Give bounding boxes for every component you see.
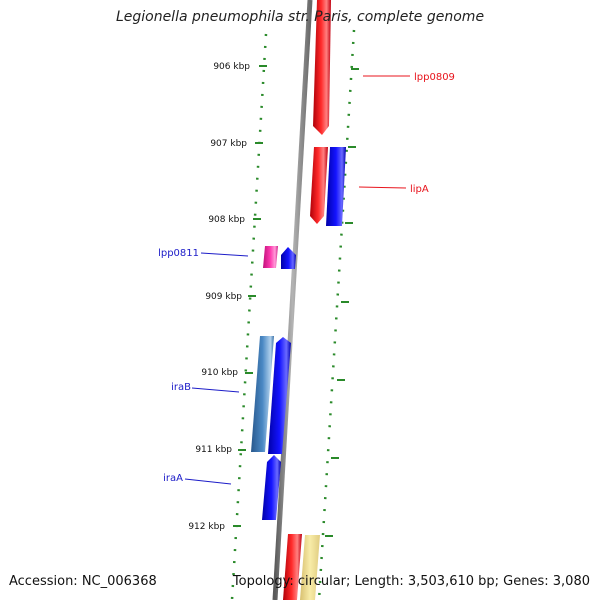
- gene-lpp0811[interactable]: [263, 246, 278, 268]
- tick-label: 908 kbp: [208, 215, 245, 225]
- leader-line-lpp0811: [200, 252, 249, 257]
- tick-label: 907 kbp: [210, 139, 247, 149]
- gene-yellow-bottom[interactable]: [300, 535, 320, 600]
- leader-line-lipA: [358, 186, 407, 189]
- leader-line-iraB: [191, 387, 240, 393]
- gene-lpp0809[interactable]: [313, 0, 331, 135]
- tick-label: 912 kbp: [188, 522, 225, 532]
- gene-iraA[interactable]: [262, 455, 281, 520]
- right-tick-marks: [325, 68, 359, 537]
- topology-text: Topology: circular; Length: 3,503,610 bp…: [232, 574, 590, 589]
- tick-label: 910 kbp: [201, 368, 238, 378]
- gene-label-lpp0811[interactable]: lpp0811: [158, 248, 199, 259]
- map-title: Legionella pneumophila str. Paris, compl…: [115, 9, 485, 25]
- gene-label-iraB[interactable]: iraB: [171, 382, 191, 393]
- genome-backbone: [272, 0, 313, 600]
- gene-label-lpp0809[interactable]: lpp0809: [414, 72, 455, 83]
- tick-label: 909 kbp: [205, 292, 242, 302]
- tick-label: 906 kbp: [213, 62, 250, 72]
- gene-red-bottom[interactable]: [283, 534, 302, 600]
- tick-marks: [233, 65, 267, 527]
- gene-label-iraA[interactable]: iraA: [163, 473, 183, 484]
- gene-label-lipA[interactable]: lipA: [410, 184, 429, 195]
- accession-text: Accession: NC_006368: [9, 574, 157, 589]
- gene-iraA-upstream[interactable]: [268, 337, 291, 454]
- gene-lipA[interactable]: [310, 147, 328, 224]
- gene-lpp0812[interactable]: [281, 247, 296, 269]
- tick-label: 911 kbp: [195, 445, 232, 455]
- gene-lpp0810[interactable]: [326, 147, 346, 226]
- gene-iraB[interactable]: [251, 336, 274, 452]
- left-tick-ring: [230, 33, 268, 600]
- leader-line-iraA: [184, 478, 232, 485]
